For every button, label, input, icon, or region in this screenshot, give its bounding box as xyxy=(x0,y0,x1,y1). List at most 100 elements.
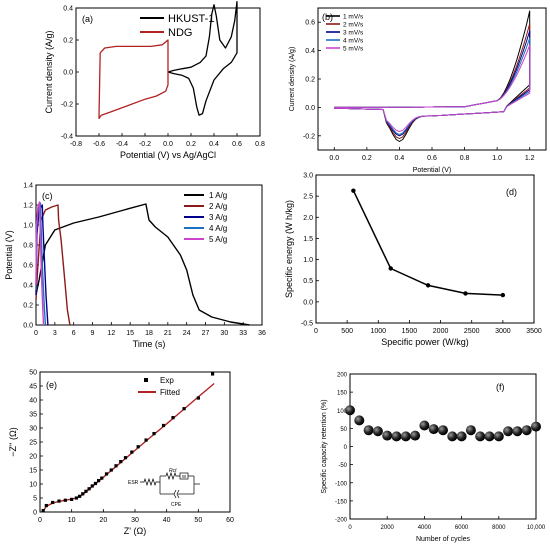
legend-entry: Fitted xyxy=(160,388,180,397)
x-axis-label: Number of cycles xyxy=(416,536,471,543)
data-point xyxy=(84,489,88,493)
y-tick-label: 45 xyxy=(29,384,37,391)
data-point xyxy=(144,438,148,442)
x-axis-label: Time (s) xyxy=(133,339,166,349)
plot-frame xyxy=(349,373,537,520)
series-line xyxy=(334,44,531,132)
x-tick-label: 1.0 xyxy=(492,155,502,162)
x-tick-label: 12 xyxy=(107,330,115,337)
plot-frame xyxy=(315,174,535,324)
series-line xyxy=(334,37,531,135)
y-tick-label: -0.5 xyxy=(301,321,313,328)
y-tick-label: -0.2 xyxy=(303,133,315,140)
data-point xyxy=(130,450,134,454)
chart-a: -0.8 -0.6 -0.4 -0.2 0.0 0.2 0.4 0.6 0.8 -0.4 -0.2 0… xyxy=(44,0,265,160)
data-point xyxy=(70,497,74,501)
data-point xyxy=(531,421,541,432)
x-tick-label: -0.6 xyxy=(93,141,105,148)
x-tick-label: 2000 xyxy=(433,328,449,335)
y-tick-label: 30 xyxy=(29,426,37,433)
y-axis-label: −Z'' (Ω) xyxy=(8,427,18,456)
y-tick-label: -0.4 xyxy=(61,134,73,141)
y-tick-label: 1.0 xyxy=(303,257,313,264)
x-tick-label: 1500 xyxy=(402,328,418,335)
data-point xyxy=(463,291,468,296)
data-point xyxy=(400,431,411,442)
x-tick-label: 0.6 xyxy=(427,155,437,162)
x-tick-label: 8000 xyxy=(492,525,506,531)
data-point xyxy=(512,426,523,437)
data-point xyxy=(196,396,200,400)
x-tick-label: 30 xyxy=(131,517,139,524)
panel-label: (a) xyxy=(82,14,93,24)
y-tick-label: 0.4 xyxy=(63,6,73,13)
data-point xyxy=(372,426,383,437)
y-tick-label: -200 xyxy=(335,518,348,524)
series-line xyxy=(98,39,169,120)
legend-entry: 3 A/g xyxy=(209,213,227,222)
y-tick-label: 50 xyxy=(340,427,347,433)
data-point xyxy=(104,472,109,476)
data-point xyxy=(119,460,123,464)
circuit-label: W xyxy=(182,474,187,479)
x-axis-label: Specific power (W/kg) xyxy=(381,337,469,347)
data-point xyxy=(388,266,393,271)
cpe-element xyxy=(173,489,177,499)
x-tick-label: 3000 xyxy=(495,328,511,335)
x-tick-label: -0.8 xyxy=(70,141,82,148)
data-point xyxy=(363,425,374,436)
data-point xyxy=(182,407,186,411)
x-tick-label: 0.4 xyxy=(209,141,219,148)
series-line xyxy=(167,0,238,116)
data-point xyxy=(77,494,82,498)
y-tick-label: 0.5 xyxy=(303,278,313,285)
y-tick-label: 1.0 xyxy=(23,223,33,230)
legend-entry: 1 A/g xyxy=(209,191,227,200)
data-point xyxy=(44,503,48,508)
panel-label: (f) xyxy=(496,382,505,392)
x-tick-label: 3 xyxy=(53,330,57,337)
x-tick-label: 0 xyxy=(348,525,352,531)
x-tick-label: 30 xyxy=(220,330,228,337)
panel-label: (c) xyxy=(42,191,53,201)
legend-entry: 5 A/g xyxy=(209,235,227,244)
x-tick-label: 1.2 xyxy=(525,155,535,162)
data-point xyxy=(345,405,355,416)
x-tick-label: 0.0 xyxy=(163,141,173,148)
chart-c: 0 3 6 9 12 15 18 21 24 27 30 33 360.00.20.40.60.81.0… xyxy=(4,183,266,350)
data-point xyxy=(465,425,476,436)
y-tick-label: 40 xyxy=(29,398,37,405)
y-tick-label: 15 xyxy=(29,468,37,475)
series-line xyxy=(334,23,531,140)
data-point xyxy=(41,509,45,513)
y-tick-label: 0 xyxy=(33,510,37,517)
data-point xyxy=(351,188,356,193)
x-tick-label: 9 xyxy=(91,330,95,337)
legend-entry: 1 mV/s xyxy=(343,14,364,21)
legend-entry: 2 mV/s xyxy=(343,22,364,29)
y-tick-label: 0.0 xyxy=(63,70,73,77)
y-tick-label: 100 xyxy=(337,409,348,415)
data-point xyxy=(410,430,421,441)
data-point xyxy=(96,479,101,483)
y-tick-label: 0.4 xyxy=(23,283,33,290)
x-tick-label: 1000 xyxy=(370,328,386,335)
data-point xyxy=(354,415,365,426)
x-tick-label: 20 xyxy=(99,517,107,524)
panel-label: (e) xyxy=(46,380,57,390)
panel-label: (d) xyxy=(506,187,517,197)
y-tick-label: 10 xyxy=(29,482,37,489)
x-tick-label: 4000 xyxy=(418,525,432,531)
chart-b: 0.0 0.2 0.4 0.6 0.8 1.0 1.2 -0.2 0.0 0.2 0.4 0.6 Pot… xyxy=(289,7,547,174)
data-point xyxy=(93,481,98,486)
y-tick-label: -0.2 xyxy=(61,102,73,109)
resistor-rct xyxy=(165,471,180,481)
legend-entry: 2 A/g xyxy=(209,202,227,211)
legend-entry: NDG xyxy=(168,27,192,39)
data-point xyxy=(210,372,215,376)
data-point xyxy=(161,423,166,428)
series-line xyxy=(41,382,215,513)
y-tick-label: 0.2 xyxy=(23,303,33,310)
y-tick-label: 150 xyxy=(337,391,348,397)
